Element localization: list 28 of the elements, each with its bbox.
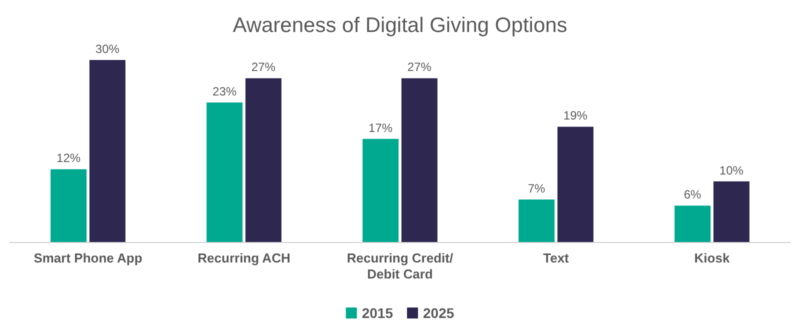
bar <box>50 169 87 242</box>
data-label: 27% <box>251 60 276 74</box>
bar <box>557 126 594 242</box>
data-label: 12% <box>56 151 81 166</box>
data-label: 27% <box>407 60 432 74</box>
data-label: 7% <box>528 182 546 196</box>
data-label: 17% <box>368 120 393 135</box>
data-label: 19% <box>563 108 588 123</box>
bar <box>713 181 750 242</box>
x-tick-label: Recurring ACH <box>198 250 290 266</box>
x-tick-label: Smart Phone App <box>34 250 142 266</box>
x-tick-label: Kiosk <box>694 250 730 266</box>
bar <box>245 78 282 242</box>
bar <box>518 200 555 242</box>
data-label: 6% <box>684 188 702 202</box>
bar <box>89 60 126 242</box>
bar <box>401 78 438 242</box>
x-tick-label: Text <box>543 250 570 266</box>
legend-label: 2015 <box>362 305 394 321</box>
data-label: 23% <box>212 84 237 98</box>
chart-title: Awareness of Digital Giving Options <box>232 14 568 37</box>
bar <box>206 102 243 242</box>
bar <box>674 206 711 242</box>
data-label: 10% <box>719 163 744 178</box>
data-label: 30% <box>95 42 120 56</box>
x-tick-label: Recurring Credit/Debit Card <box>346 250 454 282</box>
bar <box>362 138 399 242</box>
legend-label: 2025 <box>423 305 454 321</box>
